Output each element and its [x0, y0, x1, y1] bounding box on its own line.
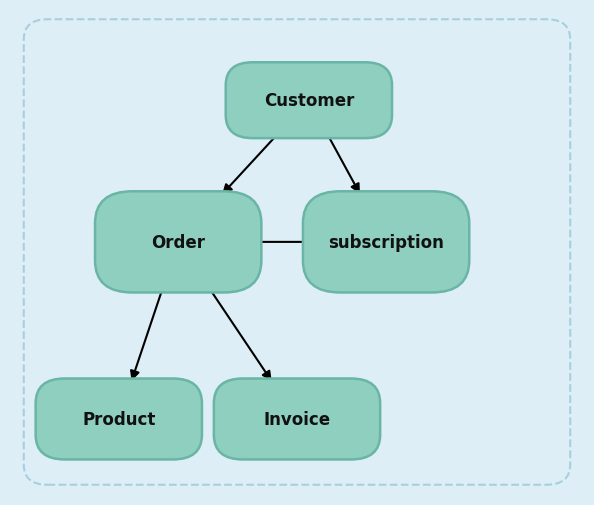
- FancyBboxPatch shape: [36, 379, 202, 460]
- Text: Invoice: Invoice: [263, 410, 331, 428]
- Text: Order: Order: [151, 233, 205, 251]
- FancyBboxPatch shape: [303, 192, 469, 293]
- Text: Product: Product: [82, 410, 156, 428]
- FancyBboxPatch shape: [226, 63, 392, 139]
- FancyBboxPatch shape: [24, 20, 570, 485]
- Text: Customer: Customer: [264, 92, 354, 110]
- FancyBboxPatch shape: [95, 192, 261, 293]
- Text: subscription: subscription: [328, 233, 444, 251]
- FancyBboxPatch shape: [214, 379, 380, 460]
